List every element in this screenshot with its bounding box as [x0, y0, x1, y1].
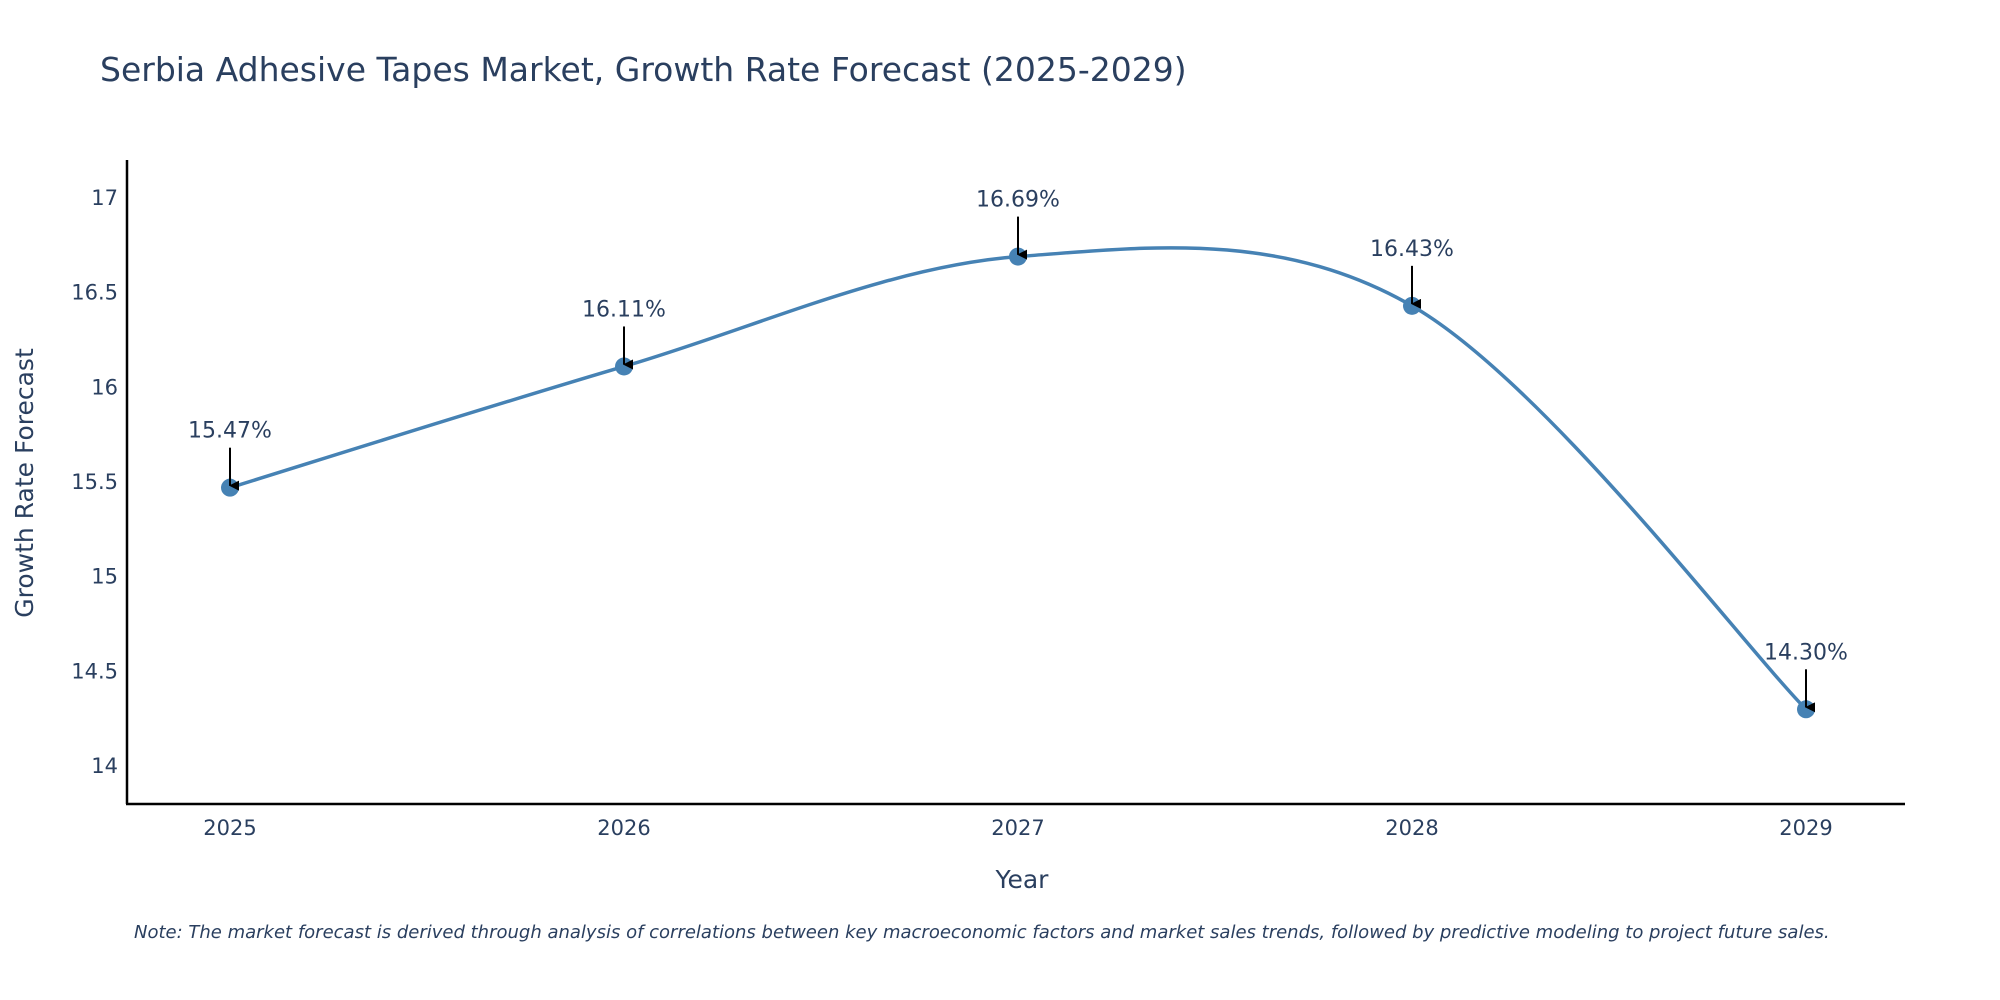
data-label: 16.11% — [582, 297, 666, 322]
y-tick-label: 14.5 — [71, 659, 118, 683]
y-tick-label: 17 — [91, 186, 118, 210]
plot-area: 14 14.5 15 15.5 16 16.5 17 2025 2026 2027 2028 2029… — [71, 160, 1905, 840]
data-label: 16.43% — [1370, 237, 1454, 262]
y-tick-label: 16 — [91, 375, 118, 399]
data-label: 16.69% — [976, 188, 1060, 213]
series-line — [229, 246, 1808, 711]
chart-title: Serbia Adhesive Tapes Market, Growth Rat… — [100, 50, 1187, 89]
x-tick-label: 2029 — [1779, 816, 1832, 840]
x-tick-label: 2025 — [203, 816, 256, 840]
y-tick-label: 14 — [91, 754, 118, 778]
y-tick-label: 15 — [91, 565, 118, 589]
y-tick-label: 16.5 — [71, 281, 118, 305]
data-label: 14.30% — [1764, 640, 1848, 665]
y-axis-title: Growth Rate Forecast — [10, 348, 39, 618]
x-axis-title: Year — [995, 865, 1050, 894]
footnote: Note: The market forecast is derived thr… — [134, 922, 1830, 943]
x-tick-label: 2028 — [1385, 816, 1438, 840]
y-tick-label: 15.5 — [71, 470, 118, 494]
x-tick-label: 2027 — [991, 816, 1044, 840]
data-label: 15.47% — [188, 419, 272, 444]
x-tick-label: 2026 — [597, 816, 650, 840]
